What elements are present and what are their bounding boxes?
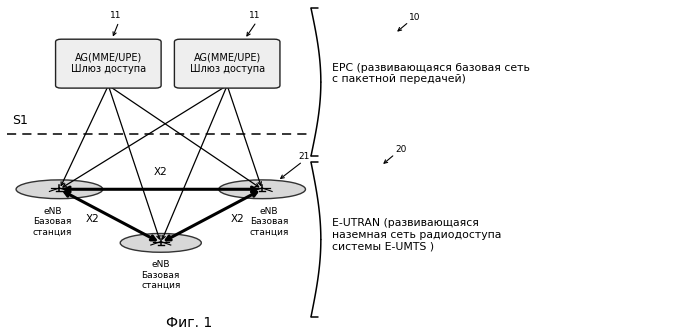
- Text: 10: 10: [409, 13, 420, 22]
- Text: 20: 20: [395, 145, 406, 154]
- Text: S1: S1: [13, 114, 29, 127]
- Text: AG(MME/UPE)
Шлюз доступа: AG(MME/UPE) Шлюз доступа: [189, 53, 265, 74]
- Ellipse shape: [16, 180, 103, 199]
- Text: 21: 21: [298, 152, 310, 161]
- FancyBboxPatch shape: [55, 39, 161, 88]
- Text: EPC (развивающаяся базовая сеть
с пакетной передачей): EPC (развивающаяся базовая сеть с пакетн…: [332, 63, 530, 84]
- Text: E-UTRAN (развивающаяся
наземная сеть радиодоступа
системы E-UMTS ): E-UTRAN (развивающаяся наземная сеть рад…: [332, 218, 501, 251]
- Text: 11: 11: [110, 11, 121, 20]
- Text: Фиг. 1: Фиг. 1: [166, 316, 212, 330]
- FancyBboxPatch shape: [175, 39, 280, 88]
- Text: X2: X2: [231, 214, 245, 224]
- Text: 11: 11: [250, 11, 261, 20]
- Text: AG(MME/UPE)
Шлюз доступа: AG(MME/UPE) Шлюз доступа: [71, 53, 146, 74]
- Text: eNB
Базовая
станция: eNB Базовая станция: [141, 260, 180, 290]
- Text: X2: X2: [154, 166, 168, 177]
- Text: eNB
Базовая
станция: eNB Базовая станция: [33, 207, 72, 237]
- Text: eNB
Базовая
станция: eNB Базовая станция: [250, 207, 289, 237]
- Ellipse shape: [120, 233, 201, 252]
- Text: X2: X2: [86, 214, 100, 224]
- Ellipse shape: [219, 180, 305, 199]
